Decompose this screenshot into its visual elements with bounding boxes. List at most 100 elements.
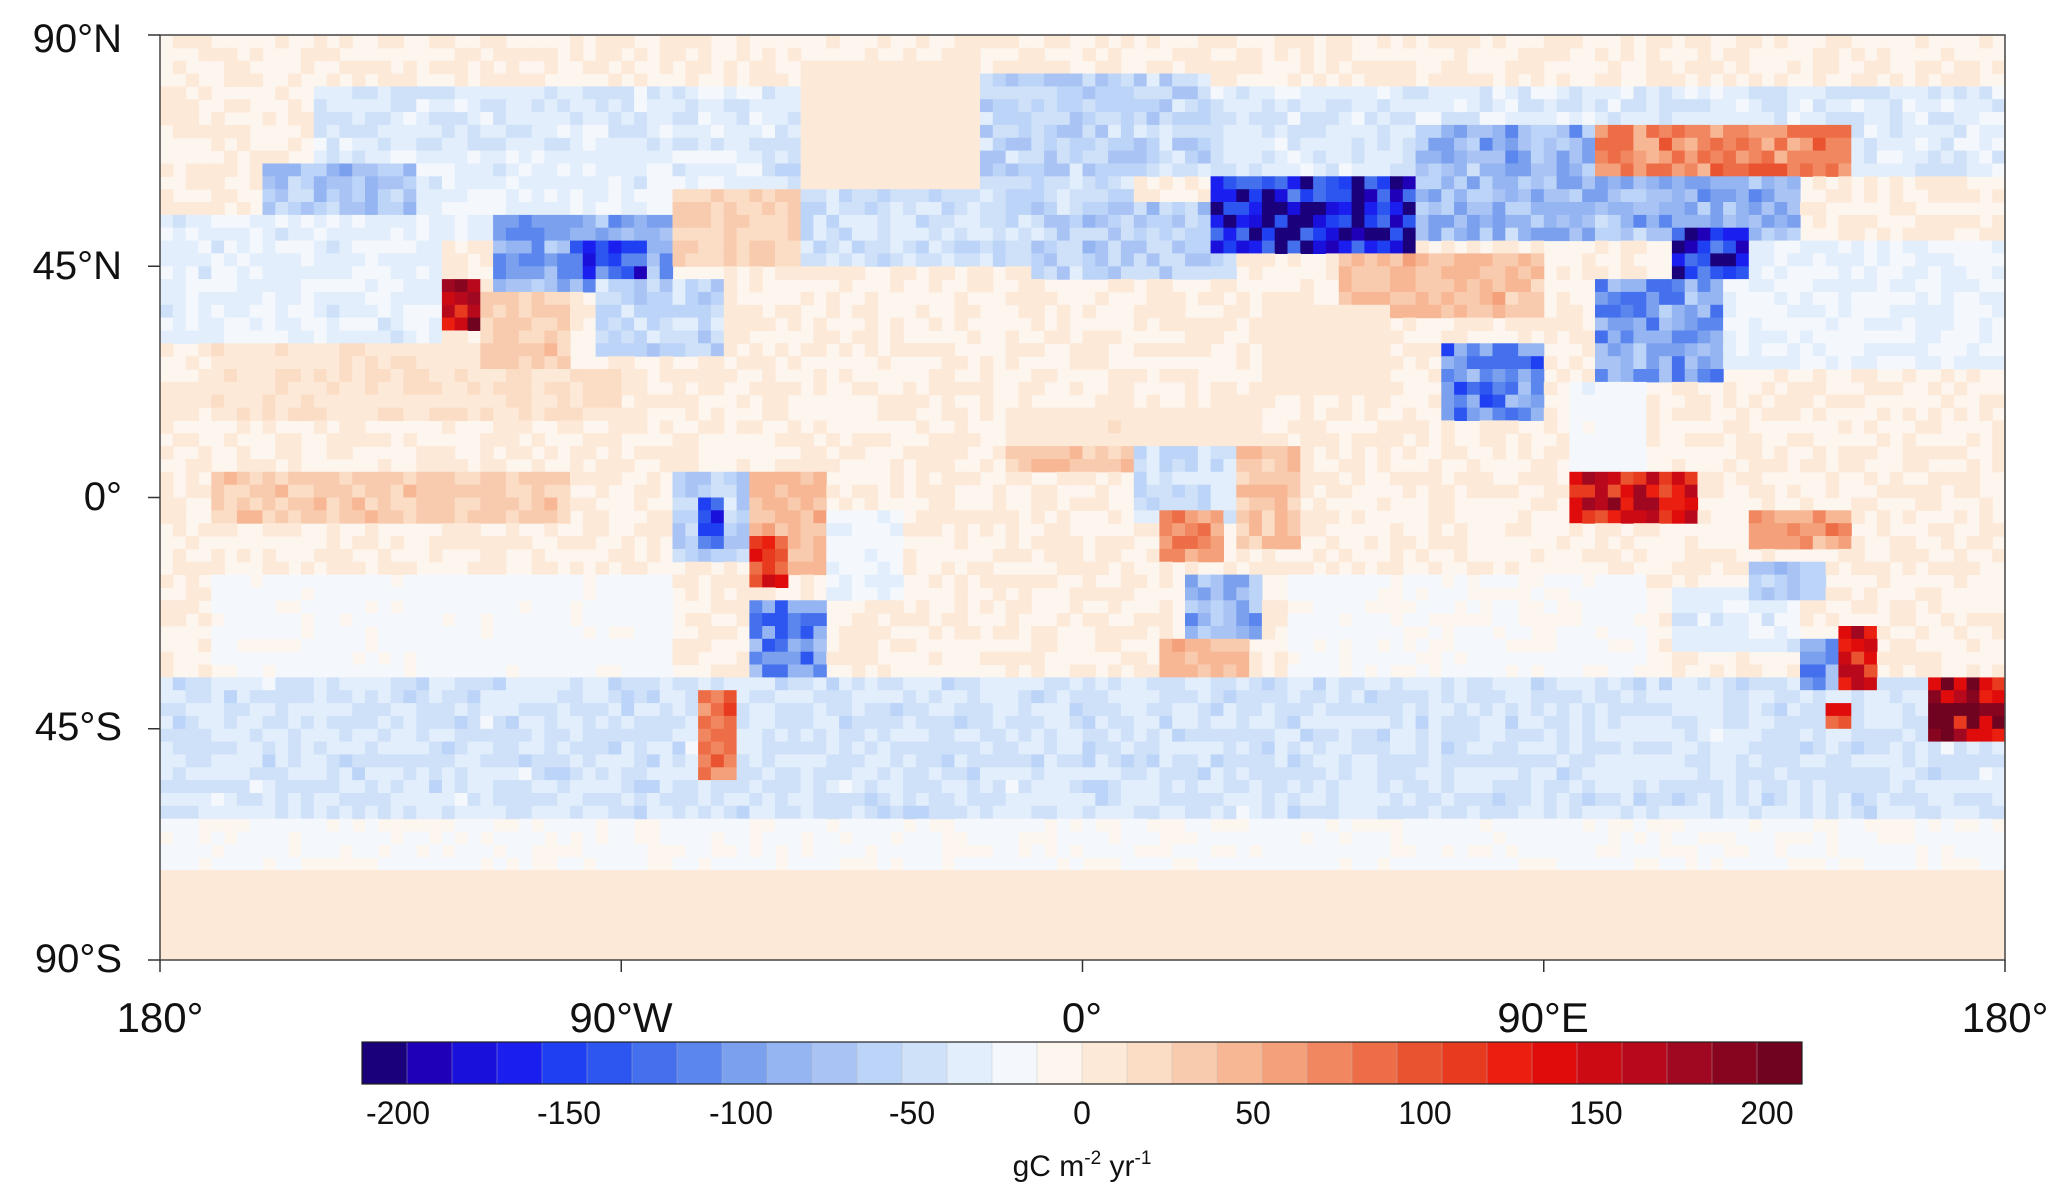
flux-cell [903, 407, 917, 421]
flux-cell [518, 574, 533, 588]
flux-cell [1940, 253, 1955, 267]
flux-cell [1633, 124, 1647, 139]
flux-cell [1287, 459, 1301, 473]
flux-cell [1735, 343, 1750, 357]
flux-cell [877, 407, 891, 421]
flux-cell [300, 47, 315, 62]
flux-cell [1851, 227, 1865, 242]
flux-cell [646, 202, 661, 216]
flux-cell [198, 317, 212, 331]
flux-cell [544, 497, 558, 511]
flux-cell [1146, 484, 1160, 499]
flux-cell [1697, 86, 1711, 100]
flux-cell [749, 587, 763, 601]
flux-cell [762, 510, 776, 524]
flux-cell [1466, 253, 1481, 267]
flux-cell [698, 112, 712, 126]
flux-cell [1864, 587, 1878, 601]
flux-cell [300, 112, 315, 126]
flux-cell [813, 124, 827, 139]
flux-cell [1710, 86, 1724, 100]
flux-cell [1774, 613, 1788, 627]
flux-cell [928, 150, 943, 164]
flux-cell [429, 510, 443, 524]
flux-cell [1607, 381, 1622, 396]
flux-cell [1620, 330, 1634, 344]
flux-cell [236, 202, 251, 216]
flux-cell [1774, 266, 1788, 280]
flux-cell [1159, 561, 1173, 576]
flux-cell [1710, 202, 1724, 216]
flux-cell [775, 394, 789, 409]
flux-cell [236, 253, 251, 267]
flux-cell [1915, 86, 1929, 100]
flux-cell [365, 214, 379, 229]
flux-cell [429, 227, 443, 242]
flux-cell [1646, 471, 1660, 486]
flux-cell [1172, 536, 1186, 550]
flux-cell [851, 99, 866, 113]
flux-cell [403, 484, 417, 499]
flux-cell [1338, 279, 1353, 293]
flux-cell [1082, 176, 1096, 190]
flux-cell [1953, 317, 1968, 331]
flux-cell [1377, 369, 1391, 383]
flux-cell [1146, 459, 1160, 473]
flux-cell [1723, 600, 1737, 614]
flux-cell [1966, 459, 1980, 473]
flux-cell [1223, 574, 1237, 588]
flux-cell [839, 279, 853, 293]
flux-cell [1364, 304, 1378, 319]
flux-cell [621, 35, 635, 49]
flux-cell [390, 291, 404, 306]
flux-cell [467, 394, 481, 409]
flux-cell [1607, 587, 1622, 601]
flux-cell [1838, 536, 1852, 550]
flux-cell [634, 189, 648, 203]
flux-cell [967, 214, 981, 229]
flux-cell [1390, 626, 1404, 640]
flux-cell [646, 240, 661, 254]
flux-cell [941, 202, 955, 216]
flux-cell [1518, 433, 1532, 447]
flux-cell [1377, 99, 1391, 113]
flux-cell [1812, 240, 1827, 254]
flux-cell [1428, 86, 1442, 100]
flux-cell [1056, 163, 1071, 177]
flux-cell [736, 600, 750, 614]
flux-cell [1620, 253, 1634, 267]
flux-cell [339, 253, 353, 267]
flux-cell [493, 536, 507, 550]
flux-cell [416, 446, 430, 460]
flux-cell [800, 343, 814, 357]
flux-cell [634, 99, 648, 113]
flux-cell [1082, 446, 1096, 460]
flux-cell [493, 330, 507, 344]
flux-cell [1415, 176, 1429, 190]
flux-cell [1556, 446, 1570, 460]
flux-cell [1966, 266, 1980, 280]
flux-cell [1005, 176, 1019, 190]
flux-cell [1095, 343, 1109, 357]
flux-cell [429, 536, 443, 550]
flux-cell [505, 279, 520, 293]
flux-cell [992, 214, 1007, 229]
flux-cell [1953, 176, 1968, 190]
flux-cell [1018, 459, 1032, 473]
flux-cell [1928, 497, 1942, 511]
flux-cell [1607, 446, 1622, 460]
flux-cell [1915, 459, 1929, 473]
flux-cell [1095, 446, 1109, 460]
flux-cell [1992, 150, 2005, 164]
flux-cell [1735, 356, 1750, 370]
flux-cell [800, 86, 814, 100]
flux-cell [211, 574, 225, 588]
flux-cell [1120, 99, 1135, 113]
flux-cell [915, 99, 930, 113]
flux-cell [352, 214, 366, 229]
flux-cell [467, 47, 481, 62]
flux-cell [544, 626, 558, 640]
flux-cell [736, 227, 750, 242]
flux-cell [1031, 510, 1045, 524]
flux-cell [1889, 343, 1904, 357]
